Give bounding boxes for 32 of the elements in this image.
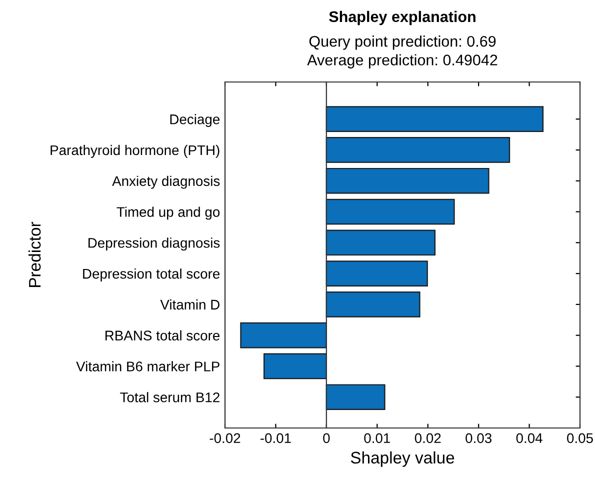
x-tick-label: -0.02 <box>210 433 240 444</box>
bar <box>326 292 420 318</box>
bar <box>326 260 428 286</box>
bar <box>240 322 327 348</box>
y-tick-label: Deciage <box>170 114 220 127</box>
bar <box>326 230 436 256</box>
x-tick-label: 0.01 <box>364 433 390 444</box>
y-tick-label: Anxiety diagnosis <box>112 176 220 189</box>
x-axis-title: Shapley value <box>350 451 454 467</box>
chart-title: Shapley explanation <box>329 10 476 26</box>
x-tick-label: 0.05 <box>567 433 593 444</box>
y-tick-label: Total serum B12 <box>120 392 220 402</box>
x-tick-label: 0.02 <box>414 433 441 444</box>
y-tick-label: RBANS total score <box>105 330 220 340</box>
y-tick-label: Timed up and go <box>116 206 220 220</box>
bar <box>326 106 544 132</box>
y-tick-label: Vitamin D <box>160 299 220 310</box>
y-axis-title: Predictor <box>28 222 41 287</box>
x-tick-label: 0.03 <box>466 433 492 444</box>
y-tick-label: Depression total score <box>83 268 220 282</box>
y-tick-label: Depression diagnosis <box>88 238 220 251</box>
bar <box>326 137 510 163</box>
x-tick-label: 0.04 <box>516 433 542 444</box>
x-tick-label: 0 <box>323 433 330 444</box>
chart-subtitle: Query point prediction: 0.69 Average prediction: 0.49042 <box>307 36 498 68</box>
bar <box>326 168 490 194</box>
y-tick-label: Parathyroid hormone (PTH) <box>50 144 220 158</box>
y-tick-label: Vitamin B6 marker PLP <box>76 361 220 372</box>
bar <box>263 353 327 380</box>
bar <box>326 384 386 410</box>
x-tick-label: -0.01 <box>260 433 291 444</box>
bar <box>326 198 455 225</box>
